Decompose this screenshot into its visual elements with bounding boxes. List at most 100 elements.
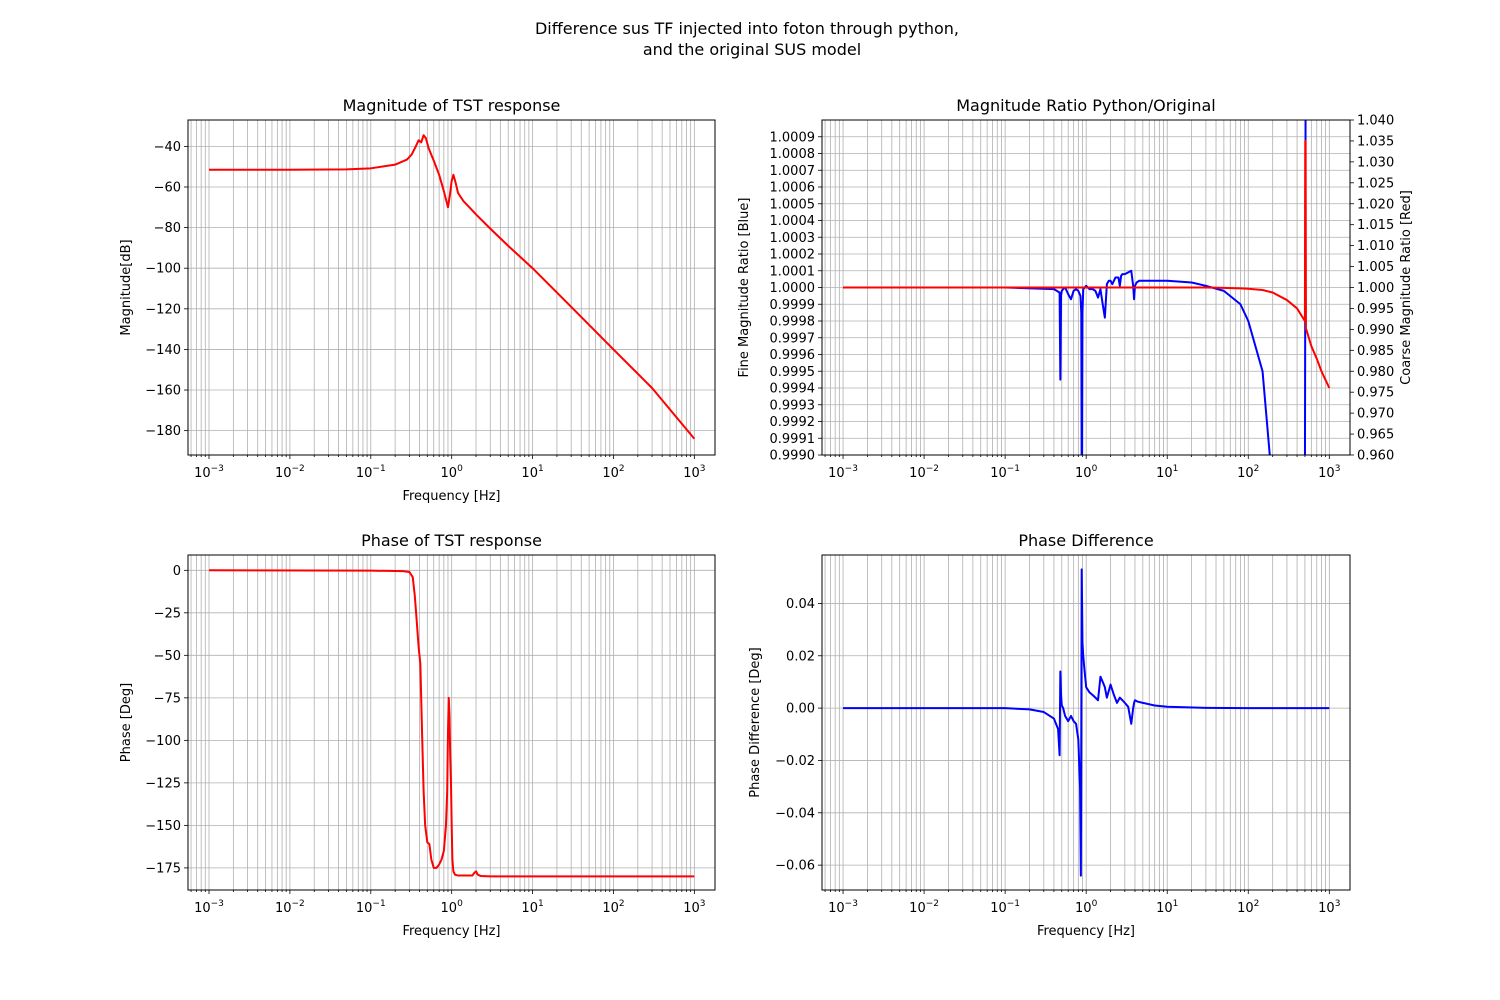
y-tick-label: −0.06 xyxy=(775,859,815,874)
figure-title-line2: and the original SUS model xyxy=(643,40,861,59)
y-tick-label: 0 xyxy=(173,564,181,579)
axes-frame xyxy=(821,119,1351,456)
y-tick-label: 1.0007 xyxy=(770,164,816,179)
series-line-1 xyxy=(843,568,1330,877)
subplots: −40 −60 −80 −100 −120 −140 −160 −180 10−3 10−2 10−… xyxy=(119,96,1414,939)
y-tick-label: −100 xyxy=(145,734,181,749)
y-tick-label: −150 xyxy=(145,819,181,834)
x-axis-label: Frequency [Hz] xyxy=(402,924,500,939)
grid xyxy=(184,120,715,459)
y-axis-label: Phase Difference [Deg] xyxy=(748,647,763,798)
y-tick-label: 1.0005 xyxy=(770,197,816,212)
x-tick-label: 10−2 xyxy=(275,899,305,916)
x-tick-label: 100 xyxy=(441,464,464,481)
y-tick-label: −120 xyxy=(145,302,181,317)
y-tick-label: 1.0008 xyxy=(770,147,816,162)
y-tick-label: −0.04 xyxy=(775,806,815,821)
y-tick-label: 0.9992 xyxy=(770,415,816,430)
x-tick-label: 101 xyxy=(521,464,543,481)
x-tick-label: 10−2 xyxy=(275,464,305,481)
x-tick-label: 103 xyxy=(1318,464,1340,481)
x-axis-label: Frequency [Hz] xyxy=(1037,924,1135,939)
x-tick-label: 10−3 xyxy=(194,464,224,481)
axes-frame xyxy=(187,119,716,456)
y-tick-label: 1.0006 xyxy=(770,181,816,196)
x-tick-label: 101 xyxy=(1156,899,1178,916)
y-tick-label: −0.02 xyxy=(775,754,815,769)
y-tick-label: 0.9997 xyxy=(770,331,816,346)
y-tick-label: 1.0004 xyxy=(770,214,816,229)
y-right-tick-label: 1.035 xyxy=(1357,134,1394,149)
x-tick-label: 100 xyxy=(1075,464,1098,481)
plot-area xyxy=(843,120,1331,455)
x-tick-label: 102 xyxy=(1237,464,1259,481)
grid xyxy=(818,555,1350,894)
y-tick-label: −60 xyxy=(154,181,181,196)
y-tick-label: −80 xyxy=(154,221,181,236)
y-tick-label: −180 xyxy=(145,424,181,439)
axes-title: Magnitude Ratio Python/Original xyxy=(956,96,1215,115)
axes-title: Phase Difference xyxy=(1018,531,1153,550)
y-right-tick-label: 1.030 xyxy=(1357,155,1394,170)
axes-title: Phase of TST response xyxy=(361,531,542,550)
x-tick-label: 101 xyxy=(1156,464,1178,481)
y-tick-label: −125 xyxy=(145,776,181,791)
y-axis-label: Phase [Deg] xyxy=(119,683,134,762)
plot-area xyxy=(208,569,695,878)
x-tick-label: 10−3 xyxy=(194,899,224,916)
x-tick-label: 100 xyxy=(441,899,464,916)
y-tick-label: 0.9999 xyxy=(770,298,816,313)
plot-area xyxy=(843,568,1330,877)
y-tick-label: 0.9994 xyxy=(770,382,816,397)
y-tick-label: −140 xyxy=(145,343,181,358)
x-tick-label: 103 xyxy=(683,464,705,481)
subplot-1: −40 −60 −80 −100 −120 −140 −160 −180 10−3 10−2 10−… xyxy=(119,96,716,504)
x-tick-label: 103 xyxy=(683,899,705,916)
series-line-2 xyxy=(843,139,1331,389)
y-tick-label: −100 xyxy=(145,262,181,277)
x-tick-label: 10−3 xyxy=(828,464,858,481)
y-tick-label: 0.9998 xyxy=(770,315,816,330)
x-axis-label: Frequency [Hz] xyxy=(402,489,500,504)
y-right-tick-label: 0.995 xyxy=(1357,302,1394,317)
y-right-tick-label: 0.970 xyxy=(1357,407,1394,422)
y-tick-label: 1.0009 xyxy=(770,130,816,145)
y-right-tick-label: 0.985 xyxy=(1357,344,1394,359)
x-tick-label: 102 xyxy=(602,464,624,481)
y-tick-label: 0.9996 xyxy=(770,348,816,363)
y-tick-label: −50 xyxy=(154,649,181,664)
y-right-tick-label: 1.025 xyxy=(1357,176,1394,191)
subplot-3: 0 −25 −50 −75 −100 −125 −150 −175 10−3 10−2 10−1 10… xyxy=(119,531,716,939)
y-tick-label: −160 xyxy=(145,384,181,399)
y-right-tick-label: 1.040 xyxy=(1357,114,1394,129)
y-right-tick-label: 0.980 xyxy=(1357,365,1394,380)
y-tick-label: −40 xyxy=(154,140,181,155)
series-line-1 xyxy=(208,569,695,878)
axes-frame xyxy=(821,554,1351,891)
y-tick-label: 0.00 xyxy=(786,702,815,717)
y-right-tick-label: 1.000 xyxy=(1357,281,1394,296)
y-right-tick-label: 1.015 xyxy=(1357,218,1394,233)
series-line-1 xyxy=(843,120,1307,455)
y-tick-label: 0.9990 xyxy=(770,449,816,464)
axes-title: Magnitude of TST response xyxy=(343,96,561,115)
y-tick-label: 0.04 xyxy=(786,597,815,612)
plot-area xyxy=(209,134,696,440)
y-tick-label: 0.9993 xyxy=(770,398,816,413)
y-tick-label: 1.0000 xyxy=(770,281,816,296)
x-tick-label: 100 xyxy=(1075,899,1098,916)
y-tick-label: −175 xyxy=(145,861,181,876)
y-right-axis-label: Coarse Magnitude Ratio [Red] xyxy=(1399,190,1414,385)
x-tick-label: 10−2 xyxy=(909,464,939,481)
grid xyxy=(184,555,715,894)
y-tick-label: −25 xyxy=(154,606,181,621)
y-tick-label: 0.02 xyxy=(786,649,815,664)
y-tick-label: 0.9991 xyxy=(770,432,816,447)
y-tick-label: 0.9995 xyxy=(770,365,816,380)
y-right-tick-label: 0.965 xyxy=(1357,428,1394,443)
y-tick-label: −75 xyxy=(154,691,181,706)
y-axis-label: Magnitude[dB] xyxy=(119,239,134,335)
x-tick-label: 10−2 xyxy=(909,899,939,916)
